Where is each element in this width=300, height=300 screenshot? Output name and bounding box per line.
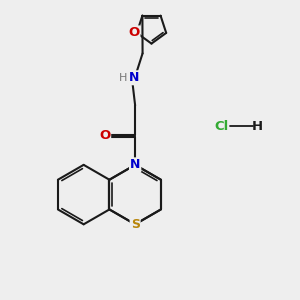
Text: S: S bbox=[130, 218, 140, 231]
Text: O: O bbox=[99, 129, 110, 142]
Text: Cl: Cl bbox=[214, 120, 229, 133]
Text: H: H bbox=[251, 120, 262, 133]
Text: O: O bbox=[128, 26, 140, 39]
Text: H: H bbox=[118, 73, 127, 83]
Text: N: N bbox=[129, 71, 140, 84]
Text: N: N bbox=[130, 158, 140, 171]
